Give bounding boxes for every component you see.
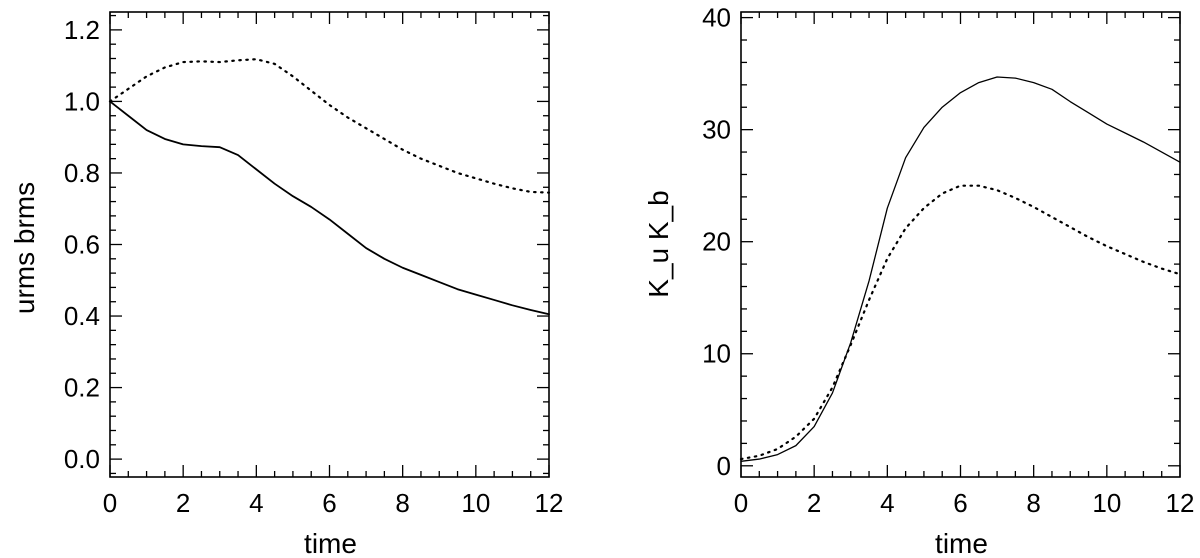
y-tick-label: 40: [702, 3, 731, 33]
left-panel-urms-brms: 0 2 4 6 8 10 12 0.0 0.2 0.4 0.6 0.8 1.0 1.2 time urms b…: [9, 11, 564, 558]
y-tick-label: 20: [702, 227, 731, 257]
x-tick-label: 2: [176, 488, 190, 518]
y-tick-label: 30: [702, 115, 731, 145]
y-tick-label: 0.8: [64, 158, 100, 188]
y-tick-label: 0.2: [64, 373, 100, 403]
y-tick-label: 0.4: [64, 301, 100, 331]
x-tick-label: 0: [103, 488, 117, 518]
y-tick-label: 1.0: [64, 86, 100, 116]
right-panel-ku-kb: 0 2 4 6 8 10 12 0 10 20 30 40 time K_u K_b: [643, 3, 1194, 558]
x-tick-label: 6: [322, 488, 336, 518]
series-line-solid: [109, 100, 550, 316]
x-tick-label: 12: [535, 488, 564, 518]
series-line-solid: [740, 76, 1181, 462]
x-tick-label: 6: [953, 488, 967, 518]
x-tick-label: 2: [807, 488, 821, 518]
x-axis-label: time: [935, 528, 988, 558]
x-tick-label: 4: [880, 488, 894, 518]
y-tick-label: 0: [717, 451, 731, 481]
y-axis-label: urms brms: [9, 182, 40, 314]
series-line-dotted: [739, 184, 1182, 461]
x-axis-label: time: [304, 528, 357, 558]
x-tick-label: 8: [395, 488, 409, 518]
series-line-dotted: [108, 58, 551, 194]
x-tick-label: 8: [1026, 488, 1040, 518]
y-tick-label: 10: [702, 339, 731, 369]
y-axis-label: K_u K_b: [643, 190, 674, 297]
y-tick-label: 0.0: [64, 444, 100, 474]
x-tick-label: 12: [1166, 488, 1195, 518]
x-tick-label: 10: [1092, 488, 1121, 518]
y-tick-label: 0.6: [64, 230, 100, 260]
plot-frame: [109, 11, 550, 478]
plot-frame: [740, 11, 1181, 478]
x-tick-label: 10: [461, 488, 490, 518]
x-tick-label: 0: [734, 488, 748, 518]
x-tick-label: 4: [249, 488, 263, 518]
y-tick-label: 1.2: [64, 15, 100, 45]
